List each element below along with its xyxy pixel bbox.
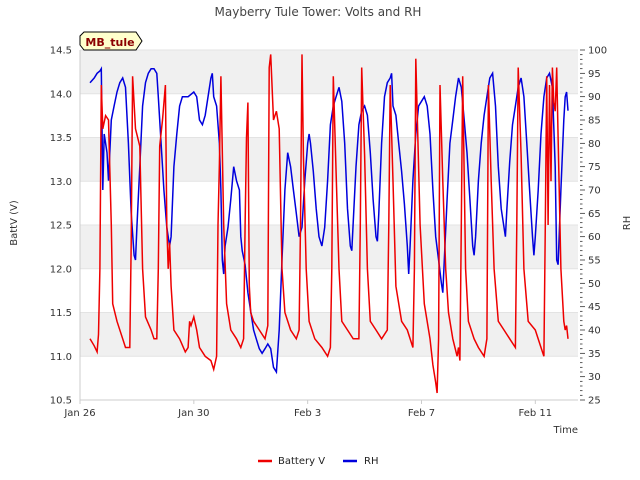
right-tick-label: 85: [588, 116, 601, 127]
right-tick-label: 45: [588, 302, 601, 313]
right-tick-label: 55: [588, 256, 601, 267]
left-tick-label: 12.5: [50, 221, 72, 232]
left-tick-label: 14.5: [50, 46, 72, 57]
legend: Battery V RH: [258, 456, 378, 467]
x-tick-label: Feb 3: [294, 408, 321, 419]
plot-area: [89, 54, 569, 394]
y-axis-right-label: RH: [622, 216, 633, 230]
x-axis-ticks: Jan 26 Jan 30 Feb 3 Feb 7 Feb 11: [63, 400, 552, 419]
right-tick-label: 90: [588, 92, 601, 103]
axes: [79, 50, 578, 401]
background-band: [80, 312, 578, 357]
right-tick-label: 70: [588, 186, 601, 197]
station-badge: MB_tule: [79, 31, 143, 51]
right-tick-label: 40: [588, 326, 601, 337]
station-label: MB_tule: [85, 36, 134, 49]
background-bands: [80, 50, 578, 357]
right-tick-label: 30: [588, 372, 601, 383]
right-tick-label: 35: [588, 349, 601, 360]
series-line-battery-v: [89, 54, 569, 394]
chart-title: Mayberry Tule Tower: Volts and RH: [215, 5, 422, 19]
right-tick-label: 100: [588, 46, 607, 57]
left-tick-label: 11.0: [50, 352, 72, 363]
left-tick-label: 11.5: [50, 308, 72, 319]
left-axis-ticks: 10.5 11.0 11.5 12.0 12.5 13.0 13.5 14.0 14.5: [50, 46, 72, 407]
x-axis-label: Time: [553, 425, 578, 436]
legend-label-rh: RH: [364, 456, 378, 467]
left-tick-label: 13.0: [50, 177, 72, 188]
right-tick-label: 60: [588, 232, 601, 243]
right-axis-ticks: 25 30 35 40 45 50 55 60 65 70 75 80 85 90 95 100: [580, 46, 607, 407]
right-tick-label: 65: [588, 209, 601, 220]
left-tick-label: 14.0: [50, 89, 72, 100]
right-tick-label: 25: [588, 396, 601, 407]
background-band: [80, 50, 578, 94]
legend-label-battery-v: Battery V: [278, 456, 325, 467]
x-tick-label: Feb 11: [519, 408, 553, 419]
left-tick-label: 13.5: [50, 133, 72, 144]
left-tick-label: 10.5: [50, 396, 72, 407]
right-tick-label: 80: [588, 139, 601, 150]
background-band: [80, 225, 578, 269]
right-tick-label: 50: [588, 279, 601, 290]
x-tick-label: Jan 26: [63, 408, 95, 419]
left-tick-label: 12.0: [50, 264, 72, 275]
right-tick-label: 75: [588, 162, 601, 173]
x-tick-label: Jan 30: [177, 408, 209, 419]
series-line-rh: [89, 66, 569, 375]
right-tick-label: 95: [588, 69, 601, 80]
y-axis-left-label: BattV (V): [9, 200, 20, 246]
x-tick-label: Feb 7: [408, 408, 435, 419]
